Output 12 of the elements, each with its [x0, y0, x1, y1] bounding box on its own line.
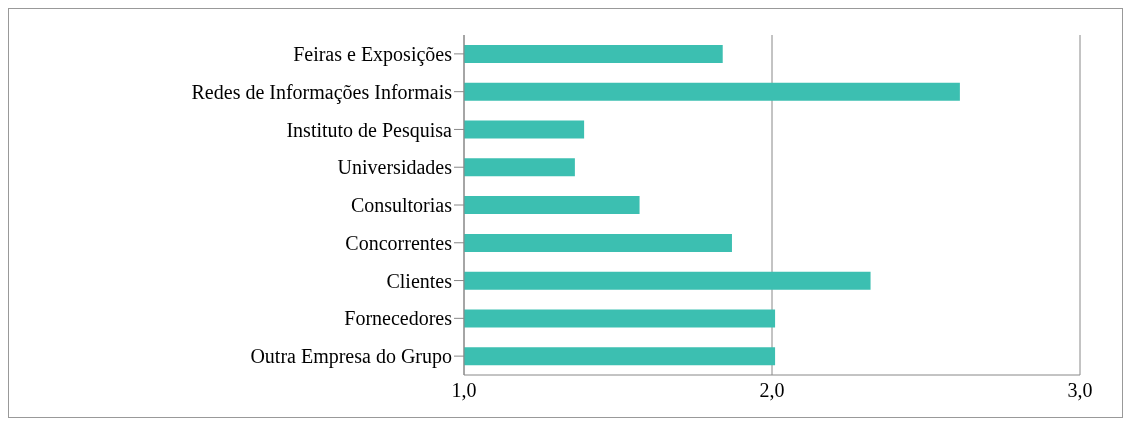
- x-tick-label: 2,0: [759, 379, 785, 402]
- x-tick-label: 3,0: [1067, 379, 1093, 402]
- y-tick-label: Consultorias: [350, 194, 453, 217]
- y-tick-label: Concorrentes: [345, 231, 453, 254]
- y-tick-label: Feiras e Exposições: [293, 42, 453, 66]
- y-tick-label: Fornecedores: [344, 307, 453, 330]
- y-tick-label: Clientes: [386, 269, 453, 292]
- y-tick-label: Universidades: [337, 156, 453, 179]
- y-tick-label: Outra Empresa do Grupo: [250, 345, 452, 369]
- y-tick-label: Instituto de Pesquisa: [286, 118, 453, 142]
- y-tick-label: Redes de Informações Informais: [191, 80, 453, 104]
- x-tick-label: 1,0: [451, 379, 477, 402]
